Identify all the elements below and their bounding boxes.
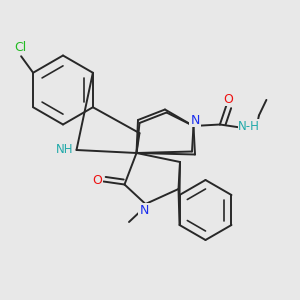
Text: NH: NH	[56, 143, 74, 156]
Text: N: N	[190, 113, 200, 127]
Text: O: O	[224, 92, 233, 106]
Text: N-H: N-H	[238, 120, 260, 133]
Text: Cl: Cl	[14, 41, 26, 54]
Text: N: N	[139, 203, 149, 217]
Text: O: O	[92, 174, 102, 188]
